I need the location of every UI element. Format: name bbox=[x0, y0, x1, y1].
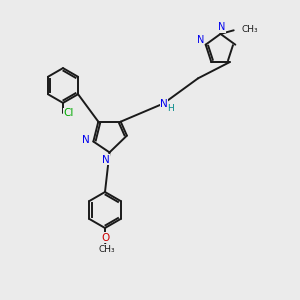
Text: H: H bbox=[167, 104, 174, 113]
Text: N: N bbox=[160, 99, 168, 109]
Text: CH₃: CH₃ bbox=[242, 25, 258, 34]
Text: N: N bbox=[196, 35, 204, 46]
Text: N: N bbox=[218, 22, 225, 32]
Text: Cl: Cl bbox=[63, 108, 74, 118]
Text: N: N bbox=[102, 154, 110, 165]
Text: CH₃: CH₃ bbox=[98, 244, 115, 253]
Text: O: O bbox=[101, 232, 109, 243]
Text: N: N bbox=[82, 135, 90, 145]
